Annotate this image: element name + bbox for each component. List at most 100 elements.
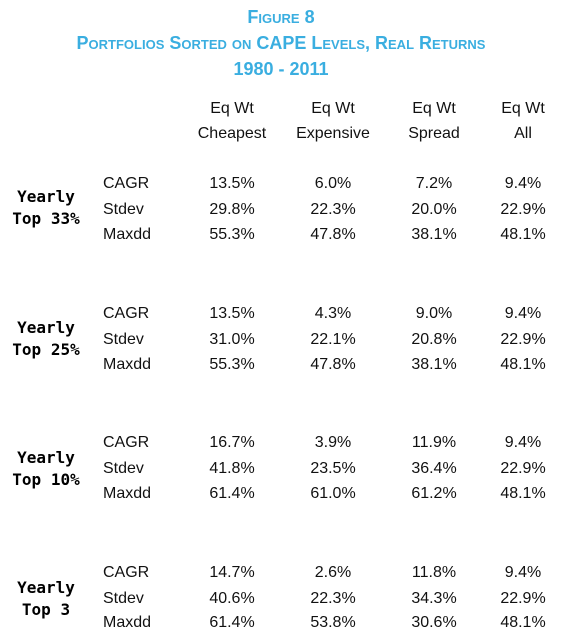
metric-label: Maxdd xyxy=(103,614,152,631)
value-cell: 55.3% xyxy=(209,356,255,373)
value-cell: 6.0% xyxy=(314,175,352,192)
group-label-line: Top 10% xyxy=(12,470,80,489)
value-cell: 61.4% xyxy=(209,485,255,502)
value-cell: 61.0% xyxy=(310,485,356,502)
group-label-line: Yearly xyxy=(17,448,75,467)
value-cell: 38.1% xyxy=(411,356,457,373)
metric-label: Maxdd xyxy=(103,226,152,243)
value-cell: 4.3% xyxy=(314,305,352,322)
value-cell: 48.1% xyxy=(500,356,546,373)
group-label-top-25: Yearly Top 25% xyxy=(6,317,86,361)
value-cell: 61.2% xyxy=(411,485,457,502)
table-row: Maxdd 61.4% 53.8% 30.6% 48.1% xyxy=(0,610,562,636)
table-row: CAGR 13.5% 6.0% 7.2% 9.4% xyxy=(0,171,562,197)
metric-label: Stdev xyxy=(103,201,144,218)
value-cell: 20.8% xyxy=(411,331,457,348)
table-row: Maxdd 55.3% 47.8% 38.1% 48.1% xyxy=(0,222,562,248)
value-cell: 22.9% xyxy=(500,201,546,218)
value-cell: 61.4% xyxy=(209,614,255,631)
group-label-line: Yearly xyxy=(17,318,75,337)
value-cell: 38.1% xyxy=(411,226,457,243)
value-cell: 34.3% xyxy=(411,590,457,607)
table-row: CAGR 16.7% 3.9% 11.9% 9.4% xyxy=(0,430,562,456)
table-row: Stdev 31.0% 22.1% 20.8% 22.9% xyxy=(0,327,562,353)
column-header-line: Eq Wt xyxy=(210,100,254,117)
value-cell: 22.3% xyxy=(310,590,356,607)
value-cell: 40.6% xyxy=(209,590,255,607)
metric-label: Stdev xyxy=(103,590,144,607)
group-label-top-33: Yearly Top 33% xyxy=(6,186,86,230)
value-cell: 22.9% xyxy=(500,331,546,348)
figure-period: 1980 - 2011 xyxy=(233,59,329,79)
column-header-cheapest: Eq Wt Cheapest xyxy=(187,96,277,146)
group-label-line: Top 3 xyxy=(21,600,71,619)
value-cell: 30.6% xyxy=(411,614,457,631)
metric-label: Stdev xyxy=(103,331,144,348)
value-cell: 9.4% xyxy=(504,434,542,451)
column-header-line: Cheapest xyxy=(197,125,267,142)
metric-label: Stdev xyxy=(103,460,144,477)
value-cell: 47.8% xyxy=(310,356,356,373)
value-cell: 2.6% xyxy=(314,564,352,581)
group-label-line: Top 33% xyxy=(12,209,80,228)
figure-number: Figure 8 xyxy=(247,7,315,27)
value-cell: 55.3% xyxy=(209,226,255,243)
column-header-line: Eq Wt xyxy=(501,100,545,117)
group-label-line: Yearly xyxy=(17,578,75,597)
value-cell: 48.1% xyxy=(500,226,546,243)
column-header-line: Spread xyxy=(408,125,460,142)
metric-label: CAGR xyxy=(103,175,150,192)
table-row: Maxdd 61.4% 61.0% 61.2% 48.1% xyxy=(0,481,562,507)
table-row: Stdev 41.8% 23.5% 36.4% 22.9% xyxy=(0,456,562,482)
table-row: Stdev 40.6% 22.3% 34.3% 22.9% xyxy=(0,586,562,612)
value-cell: 9.0% xyxy=(415,305,453,322)
table-row: Stdev 29.8% 22.3% 20.0% 22.9% xyxy=(0,197,562,223)
column-header-line: Eq Wt xyxy=(412,100,456,117)
column-header-spread: Eq Wt Spread xyxy=(389,96,479,146)
table-row: Maxdd 55.3% 47.8% 38.1% 48.1% xyxy=(0,352,562,378)
value-cell: 29.8% xyxy=(209,201,255,218)
value-cell: 22.9% xyxy=(500,460,546,477)
figure-subtitle: Portfolios Sorted on CAPE Levels, Real R… xyxy=(76,33,486,53)
value-cell: 9.4% xyxy=(504,305,542,322)
value-cell: 48.1% xyxy=(500,614,546,631)
value-cell: 11.8% xyxy=(411,564,457,581)
value-cell: 3.9% xyxy=(314,434,352,451)
metric-label: CAGR xyxy=(103,564,150,581)
value-cell: 22.9% xyxy=(500,590,546,607)
value-cell: 36.4% xyxy=(411,460,457,477)
value-cell: 16.7% xyxy=(209,434,255,451)
value-cell: 22.1% xyxy=(310,331,356,348)
column-header-all: Eq Wt All xyxy=(478,96,562,146)
group-label-line: Top 25% xyxy=(12,340,80,359)
value-cell: 48.1% xyxy=(500,485,546,502)
table-row: CAGR 13.5% 4.3% 9.0% 9.4% xyxy=(0,301,562,327)
value-cell: 22.3% xyxy=(310,201,356,218)
value-cell: 9.4% xyxy=(504,175,542,192)
metric-label: CAGR xyxy=(103,434,150,451)
value-cell: 53.8% xyxy=(310,614,356,631)
value-cell: 11.9% xyxy=(411,434,457,451)
value-cell: 23.5% xyxy=(310,460,356,477)
value-cell: 14.7% xyxy=(209,564,255,581)
value-cell: 13.5% xyxy=(209,305,255,322)
group-label-top-3: Yearly Top 3 xyxy=(6,577,86,621)
figure-title: Figure 8 Portfolios Sorted on CAPE Level… xyxy=(0,4,562,82)
column-header-line: All xyxy=(514,125,532,142)
value-cell: 9.4% xyxy=(504,564,542,581)
column-header-line: Eq Wt xyxy=(311,100,355,117)
metric-label: Maxdd xyxy=(103,485,152,502)
column-header-expensive: Eq Wt Expensive xyxy=(288,96,378,146)
value-cell: 20.0% xyxy=(411,201,457,218)
metric-label: Maxdd xyxy=(103,356,152,373)
column-header-line: Expensive xyxy=(296,125,370,142)
value-cell: 13.5% xyxy=(209,175,255,192)
group-label-line: Yearly xyxy=(17,187,75,206)
value-cell: 41.8% xyxy=(209,460,255,477)
value-cell: 31.0% xyxy=(209,331,255,348)
group-label-top-10: Yearly Top 10% xyxy=(6,447,86,491)
table-row: CAGR 14.7% 2.6% 11.8% 9.4% xyxy=(0,560,562,586)
value-cell: 7.2% xyxy=(415,175,453,192)
value-cell: 47.8% xyxy=(310,226,356,243)
metric-label: CAGR xyxy=(103,305,150,322)
